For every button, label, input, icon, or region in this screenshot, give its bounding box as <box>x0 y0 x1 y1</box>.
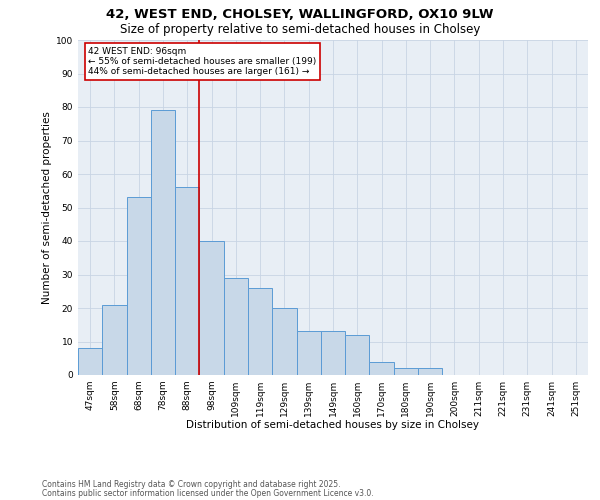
Bar <box>224 278 248 375</box>
Bar <box>102 304 127 375</box>
Text: 42 WEST END: 96sqm
← 55% of semi-detached houses are smaller (199)
44% of semi-d: 42 WEST END: 96sqm ← 55% of semi-detache… <box>88 46 316 76</box>
Bar <box>296 332 321 375</box>
Text: 42, WEST END, CHOLSEY, WALLINGFORD, OX10 9LW: 42, WEST END, CHOLSEY, WALLINGFORD, OX10… <box>106 8 494 20</box>
Bar <box>394 368 418 375</box>
Bar <box>370 362 394 375</box>
Bar <box>151 110 175 375</box>
X-axis label: Distribution of semi-detached houses by size in Cholsey: Distribution of semi-detached houses by … <box>187 420 479 430</box>
Bar <box>175 188 199 375</box>
Bar <box>78 348 102 375</box>
Bar <box>418 368 442 375</box>
Bar <box>199 241 224 375</box>
Bar <box>321 332 345 375</box>
Text: Size of property relative to semi-detached houses in Cholsey: Size of property relative to semi-detach… <box>120 22 480 36</box>
Bar <box>127 198 151 375</box>
Bar <box>345 335 370 375</box>
Y-axis label: Number of semi-detached properties: Number of semi-detached properties <box>42 111 52 304</box>
Bar <box>272 308 296 375</box>
Text: Contains HM Land Registry data © Crown copyright and database right 2025.: Contains HM Land Registry data © Crown c… <box>42 480 341 489</box>
Bar <box>248 288 272 375</box>
Text: Contains public sector information licensed under the Open Government Licence v3: Contains public sector information licen… <box>42 488 374 498</box>
